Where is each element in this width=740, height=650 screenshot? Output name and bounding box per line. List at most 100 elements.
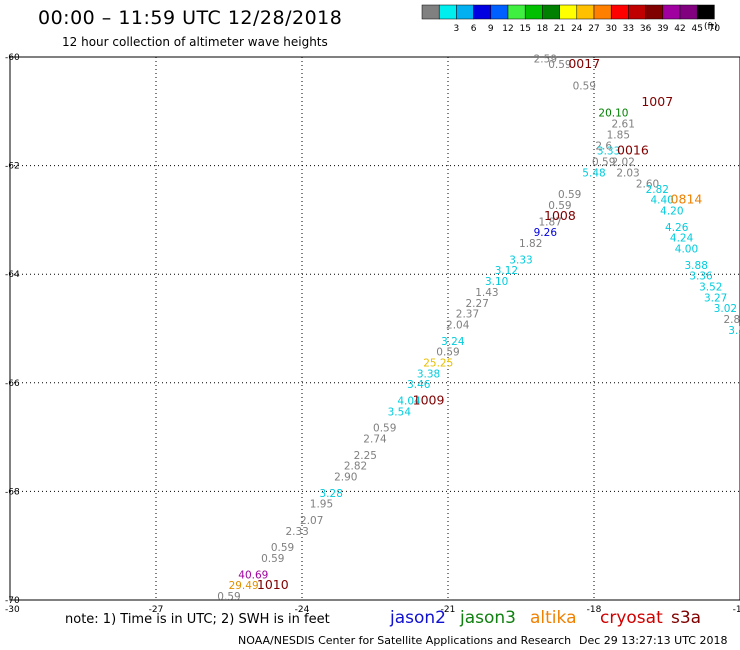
wave-height-point: 2.07 [300, 515, 323, 527]
color-scale-label: 36 [640, 24, 652, 34]
wave-height-point: 4.40 [650, 195, 673, 207]
wave-height-point: 2.60 [636, 178, 659, 190]
color-scale-label: 21 [554, 24, 565, 34]
color-scale-label: 33 [623, 24, 634, 34]
satellite-legend-cryosat: cryosat [600, 608, 663, 628]
wave-height-point: 0.59 [548, 200, 571, 212]
wave-height-point: 4.04 [397, 396, 421, 408]
wave-height-point: 3.28 [320, 488, 343, 500]
y-tick-label: -66 [5, 379, 20, 389]
wave-height-point: 2.03 [616, 167, 639, 179]
plot-frame [9, 56, 740, 601]
wave-height-point: 1.43 [475, 287, 498, 299]
wave-height-point: 5.48 [582, 167, 605, 179]
wave-height-point: 2.33 [285, 526, 308, 538]
color-scale-label: 3 [454, 24, 460, 34]
wave-height-point: 3.33 [509, 254, 532, 266]
wave-height-point: 3.24 [441, 336, 465, 348]
wave-height-point: 4.24 [670, 233, 694, 245]
track-time-label: 1010 [257, 577, 289, 592]
color-scale-label: 30 [605, 24, 617, 34]
wave-height-point: 1.82 [519, 238, 542, 250]
color-scale-label: 39 [657, 24, 669, 34]
wave-height-point: 2.82 [344, 461, 367, 473]
wave-height-point: 0.59 [261, 553, 284, 565]
y-tick-label: -64 [5, 270, 20, 280]
wave-height-point: 0.59 [558, 189, 581, 201]
wave-height-point: 0.59 [373, 423, 396, 435]
x-tick-label: -24 [295, 605, 310, 615]
footnote: note: 1) Time is in UTC; 2) SWH is in fe… [65, 612, 330, 627]
credit-line: NOAA/NESDIS Center for Satellite Applica… [238, 634, 572, 647]
color-scale-label: 12 [502, 24, 513, 34]
color-scale-label: 9 [488, 24, 494, 34]
chart-subtitle: 12 hour collection of altimeter wave hei… [62, 35, 328, 49]
color-scale-swatch [696, 4, 715, 20]
color-scale-label: 70 [709, 24, 721, 34]
wave-height-point: 3.38 [417, 368, 440, 380]
color-scale-label: 45 [691, 24, 702, 34]
wave-height-point: 2.74 [363, 434, 387, 446]
color-scale-label: 24 [571, 24, 583, 34]
wave-height-point: 0.59 [592, 157, 615, 169]
satellite-legend-s3a: s3a [671, 608, 702, 628]
wave-height-point: 0.59 [573, 81, 596, 93]
wave-height-point: 3.50 [728, 325, 740, 337]
y-tick-label: -60 [5, 53, 20, 63]
wave-height-point: 1.95 [310, 499, 333, 511]
x-tick-label: -21 [441, 605, 456, 615]
wave-height-point: 2.04 [446, 320, 470, 332]
track-time-label: 1008 [544, 208, 576, 223]
track-time-label: 0814 [671, 192, 703, 207]
generation-timestamp: Dec 29 13:27:13 UTC 2018 [579, 634, 728, 647]
color-scale-label: 6 [471, 24, 477, 34]
color-scale-label: 18 [537, 24, 549, 34]
x-tick-label: -27 [149, 605, 164, 615]
wave-height-point: 20.10 [598, 108, 628, 120]
satellite-legend-jason2: jason2 [390, 608, 446, 628]
track-time-label: 1009 [413, 393, 445, 408]
track-time-label: 0017 [568, 56, 600, 71]
track-time-label: 1007 [641, 94, 673, 109]
corner-tick-label: -30 [5, 605, 20, 615]
wave-height-point: 2.82 [646, 184, 669, 196]
wave-height-point: 0.59 [271, 542, 294, 554]
wave-height-point: 2.59 [534, 53, 557, 65]
satellite-legend-altika: altika [530, 608, 577, 628]
wave-height-point: 9.26 [534, 227, 558, 239]
wave-height-point: 1.85 [607, 129, 630, 141]
wave-height-point: 0.59 [217, 591, 240, 603]
wave-height-point: 2.61 [612, 119, 635, 131]
wave-height-point: 4.26 [665, 222, 689, 234]
wave-height-point: 3.36 [689, 271, 713, 283]
y-tick-label: -62 [5, 162, 20, 172]
wave-height-point: 4.20 [660, 205, 683, 217]
wave-height-point: 3.27 [704, 292, 727, 304]
color-scale-label: 27 [588, 24, 599, 34]
wave-height-point: 3.10 [485, 276, 508, 288]
satellite-legend-jason3: jason3 [460, 608, 516, 628]
chart-title: 00:00 – 11:59 UTC 12/28/2018 [38, 7, 343, 29]
wave-height-point: 29.49 [229, 580, 259, 592]
wave-height-point: 2.90 [334, 472, 357, 484]
wave-height-point: 2.84 [723, 314, 740, 326]
track-time-label: 0016 [617, 143, 649, 158]
wave-height-point: 0.59 [548, 59, 571, 71]
color-scale-label: 15 [519, 24, 530, 34]
x-tick-label: -15 [733, 605, 740, 615]
wave-height-point: 3.33 [597, 146, 620, 158]
x-tick-label: -18 [587, 605, 602, 615]
y-tick-label: -70 [5, 596, 20, 606]
y-tick-label: -68 [5, 487, 20, 497]
wave-height-point: 2.27 [466, 298, 489, 310]
wave-height-point: 2.25 [354, 450, 377, 462]
color-scale-label: 42 [674, 24, 685, 34]
wave-height-point: 25.25 [423, 358, 453, 370]
wave-height-point: 2.6 [595, 140, 612, 152]
wave-height-point: 3.02 [714, 303, 737, 315]
color-scale-bar: 3 6 9 12 15 18 21 24 27 30 33 36 39 42 45 70 [421, 4, 721, 34]
color-scale-unit: (ft) [704, 22, 718, 32]
wave-height-point: 3.46 [407, 379, 431, 391]
wave-height-point: 40.69 [238, 569, 268, 581]
